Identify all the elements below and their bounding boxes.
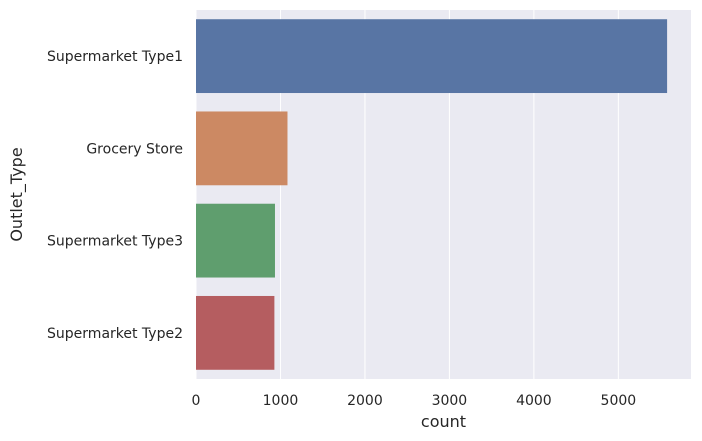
y-tick-labels: Supermarket Type1 Grocery Store Supermarke…	[47, 49, 183, 342]
bars	[196, 19, 668, 370]
y-tick-label: Grocery Store	[86, 141, 183, 157]
x-tick-label: 0	[192, 393, 201, 409]
y-axis-label: Outlet_Type	[7, 147, 27, 241]
y-tick-label: Supermarket Type3	[47, 234, 183, 250]
x-tick-label: 4000	[516, 393, 552, 409]
x-tick-label: 1000	[263, 393, 299, 409]
x-tick-label: 5000	[601, 393, 637, 409]
x-tick-label: 3000	[432, 393, 468, 409]
bar-supermarket-type1	[196, 19, 668, 94]
bar-supermarket-type3	[196, 203, 275, 278]
bar-grocery-store	[196, 111, 288, 186]
y-tick-label: Supermarket Type1	[47, 49, 183, 65]
x-tick-labels: 0 1000 2000 3000 4000 5000	[192, 393, 637, 409]
bar-supermarket-type2	[196, 295, 275, 370]
y-tick-label: Supermarket Type2	[47, 326, 183, 342]
x-axis-label: count	[421, 412, 466, 431]
x-tick-label: 2000	[347, 393, 383, 409]
